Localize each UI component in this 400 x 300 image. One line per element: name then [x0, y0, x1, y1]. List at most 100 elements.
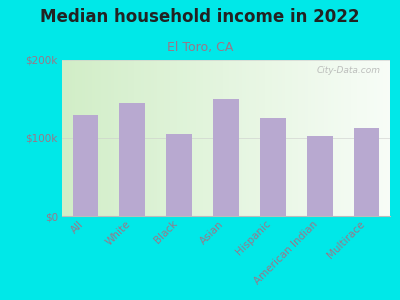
Bar	[150, 60, 154, 216]
Bar	[239, 60, 242, 216]
Bar	[311, 60, 314, 216]
Bar	[105, 60, 108, 216]
Bar	[242, 60, 246, 216]
Bar	[226, 60, 229, 216]
Bar	[338, 60, 341, 216]
Bar	[260, 118, 286, 216]
Bar	[384, 60, 387, 216]
Bar	[124, 60, 128, 216]
Bar	[160, 60, 164, 216]
Bar	[298, 60, 302, 216]
Bar	[210, 60, 213, 216]
Bar	[157, 60, 160, 216]
Bar	[177, 60, 180, 216]
Bar	[307, 136, 332, 216]
Bar	[308, 60, 311, 216]
Bar	[190, 60, 193, 216]
Bar	[101, 60, 105, 216]
Bar	[285, 60, 288, 216]
Bar	[164, 60, 167, 216]
Bar	[85, 60, 88, 216]
Bar	[367, 60, 370, 216]
Bar	[213, 60, 216, 216]
Bar	[278, 60, 282, 216]
Bar	[95, 60, 98, 216]
Bar	[282, 60, 285, 216]
Bar	[154, 60, 157, 216]
Bar	[98, 60, 101, 216]
Bar	[354, 60, 357, 216]
Bar	[262, 60, 265, 216]
Bar	[216, 60, 220, 216]
Bar	[78, 60, 82, 216]
Bar	[141, 60, 144, 216]
Bar	[259, 60, 262, 216]
Bar	[213, 99, 239, 216]
Bar	[328, 60, 331, 216]
Bar	[62, 60, 65, 216]
Bar	[232, 60, 236, 216]
Bar	[331, 60, 334, 216]
Bar	[167, 60, 170, 216]
Bar	[206, 60, 210, 216]
Bar	[166, 134, 192, 216]
Bar	[272, 60, 275, 216]
Bar	[364, 60, 367, 216]
Bar	[344, 60, 347, 216]
Bar	[92, 60, 95, 216]
Bar	[314, 60, 318, 216]
Bar	[72, 115, 98, 216]
Bar	[324, 60, 328, 216]
Text: City-Data.com: City-Data.com	[316, 66, 380, 75]
Bar	[65, 60, 68, 216]
Bar	[131, 60, 134, 216]
Bar	[128, 60, 131, 216]
Bar	[321, 60, 324, 216]
Text: El Toro, CA: El Toro, CA	[167, 40, 233, 53]
Bar	[252, 60, 256, 216]
Bar	[246, 60, 249, 216]
Bar	[111, 60, 114, 216]
Bar	[229, 60, 232, 216]
Bar	[256, 60, 259, 216]
Bar	[121, 60, 124, 216]
Bar	[187, 60, 190, 216]
Bar	[249, 60, 252, 216]
Bar	[341, 60, 344, 216]
Bar	[374, 60, 377, 216]
Bar	[295, 60, 298, 216]
Bar	[88, 60, 92, 216]
Bar	[302, 60, 305, 216]
Bar	[265, 60, 269, 216]
Bar	[236, 60, 239, 216]
Bar	[223, 60, 226, 216]
Bar	[360, 60, 364, 216]
Bar	[354, 128, 380, 216]
Bar	[138, 60, 141, 216]
Bar	[269, 60, 272, 216]
Bar	[134, 60, 138, 216]
Bar	[114, 60, 118, 216]
Bar	[275, 60, 278, 216]
Bar	[180, 60, 183, 216]
Bar	[120, 103, 145, 216]
Bar	[347, 60, 351, 216]
Bar	[82, 60, 85, 216]
Bar	[144, 60, 147, 216]
Bar	[357, 60, 360, 216]
Bar	[196, 60, 200, 216]
Bar	[351, 60, 354, 216]
Bar	[193, 60, 196, 216]
Bar	[68, 60, 72, 216]
Bar	[183, 60, 187, 216]
Bar	[292, 60, 295, 216]
Bar	[334, 60, 338, 216]
Bar	[75, 60, 78, 216]
Bar	[377, 60, 380, 216]
Bar	[170, 60, 174, 216]
Bar	[174, 60, 177, 216]
Bar	[288, 60, 292, 216]
Bar	[220, 60, 223, 216]
Bar	[318, 60, 321, 216]
Bar	[200, 60, 203, 216]
